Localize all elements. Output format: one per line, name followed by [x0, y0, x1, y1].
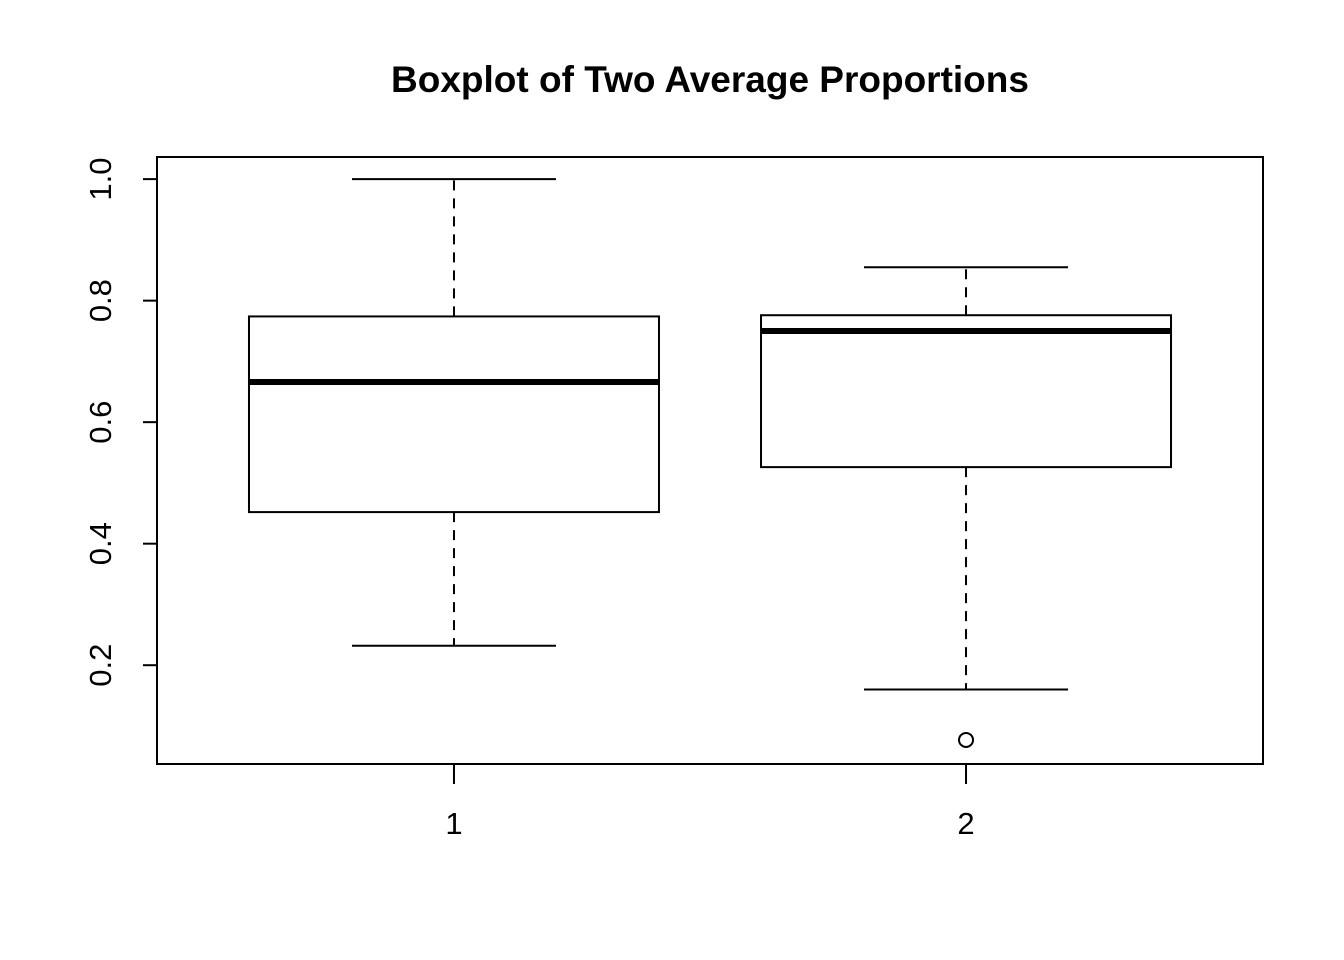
y-tick-label: 0.4 — [83, 522, 118, 565]
x-tick-label: 2 — [957, 806, 974, 841]
y-tick-label: 0.8 — [83, 279, 118, 322]
x-tick-label: 1 — [445, 806, 462, 841]
plot-frame — [156, 156, 1264, 765]
chart-title: Boxplot of Two Average Proportions — [391, 59, 1029, 100]
y-tick-label: 1.0 — [83, 158, 118, 201]
box-group — [760, 266, 1173, 748]
y-tick-label: 0.2 — [83, 644, 118, 687]
iqr-box — [760, 314, 1173, 469]
box-group — [247, 178, 660, 647]
y-tick-label: 0.6 — [83, 401, 118, 444]
iqr-box — [247, 315, 660, 514]
y-axis: 0.2 0.4 0.6 0.8 1.0 — [83, 158, 158, 687]
boxes — [247, 178, 1173, 748]
outlier-point — [958, 731, 975, 748]
